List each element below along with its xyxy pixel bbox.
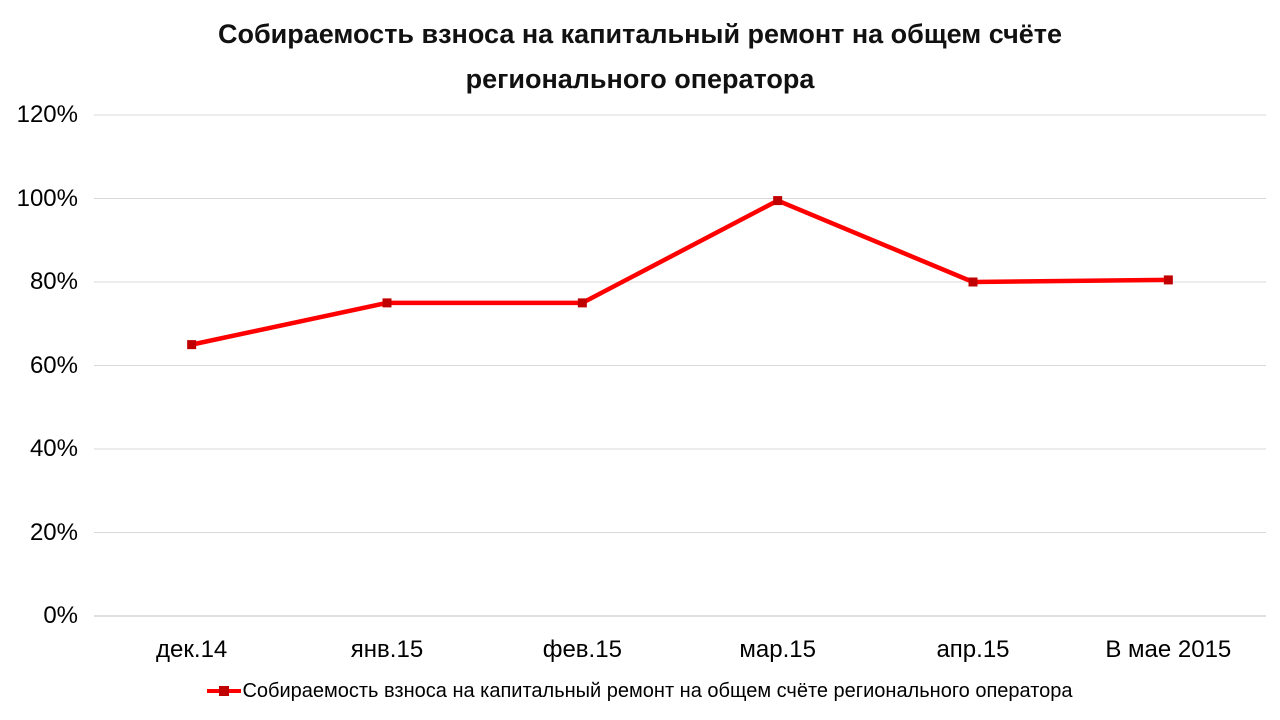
x-axis-tick-label: В мае 2015 — [1105, 636, 1232, 663]
y-axis-tick-label: 80% — [29, 268, 78, 295]
data-point-marker — [577, 298, 587, 308]
data-point-marker — [1163, 275, 1173, 285]
y-axis-tick-label: 40% — [29, 435, 78, 462]
x-axis-tick-label: фев.15 — [542, 636, 622, 663]
x-axis-tick-label: апр.15 — [936, 636, 1010, 663]
series-line — [191, 198, 1169, 347]
legend: Собираемость взноса на капитальный ремон… — [0, 678, 1280, 704]
y-axis-tick-label: 0% — [43, 602, 78, 629]
x-axis-tick-label: янв.15 — [350, 636, 424, 663]
y-axis-tick-label: 100% — [16, 184, 78, 212]
y-axis-tick-label: 60% — [29, 351, 78, 379]
y-axis-tick-label: 20% — [29, 518, 78, 546]
chart-title: Собираемость взноса на капитальный ремон… — [217, 19, 1063, 94]
y-axis-tick-label: 120% — [16, 101, 78, 128]
data-point-marker — [382, 298, 392, 308]
x-axis-tick-label: дек.14 — [156, 636, 228, 663]
x-axis-tick-label: мар.15 — [739, 636, 816, 663]
data-point-marker — [968, 277, 978, 287]
legend-square-icon — [219, 686, 230, 696]
data-point-marker — [773, 196, 783, 206]
legend-line-marker-icon — [207, 685, 242, 697]
data-point-marker — [187, 340, 197, 350]
legend-series-label: Собираемость взноса на капитальный ремон… — [242, 680, 1073, 702]
